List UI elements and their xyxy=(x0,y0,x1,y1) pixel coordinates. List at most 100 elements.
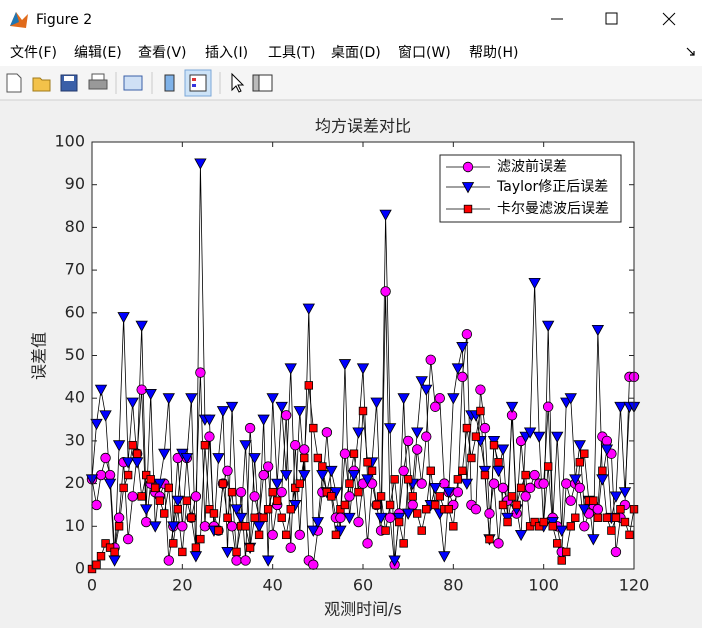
data-point xyxy=(598,466,607,475)
data-point xyxy=(403,475,413,484)
data-point xyxy=(225,401,239,414)
axes: 0 10 20 30 40 50 60 70 80 90 100 0 20 40 60 80 100 120 xyxy=(54,132,649,595)
data-point xyxy=(180,453,194,465)
menu-item[interactable]: 桌面(D) xyxy=(331,45,381,61)
data-point xyxy=(221,547,234,559)
data-point xyxy=(227,487,237,497)
data-point xyxy=(101,539,110,548)
data-point xyxy=(593,513,603,522)
data-point xyxy=(263,505,273,514)
data-point xyxy=(126,397,139,409)
print-icon[interactable] xyxy=(88,73,108,90)
data-point xyxy=(104,469,116,481)
menu-item[interactable]: 窗口(W) xyxy=(398,44,451,61)
x-tick-label: 0 xyxy=(87,576,97,595)
data-point xyxy=(569,474,582,486)
legend-marker xyxy=(462,161,474,173)
y-tick-label: 30 xyxy=(65,430,85,449)
data-point xyxy=(137,492,146,501)
data-point xyxy=(462,423,472,433)
maximize-button[interactable] xyxy=(605,12,618,25)
close-button[interactable] xyxy=(662,12,676,26)
data-point xyxy=(496,444,510,456)
data-point xyxy=(385,500,395,510)
data-point xyxy=(543,462,553,471)
data-point xyxy=(239,440,252,452)
data-point xyxy=(548,522,557,531)
data-point xyxy=(578,504,591,516)
data-point xyxy=(340,500,350,510)
data-point xyxy=(254,530,264,540)
data-point xyxy=(295,479,304,488)
data-point xyxy=(286,505,295,514)
new-icon[interactable] xyxy=(6,73,22,93)
data-point xyxy=(401,508,415,520)
data-point xyxy=(411,427,424,439)
pointer-icon[interactable] xyxy=(231,72,245,93)
data-point xyxy=(277,513,286,522)
y-axis-label: 误差值 xyxy=(30,332,49,380)
data-point xyxy=(438,551,451,563)
link-icon[interactable] xyxy=(123,75,143,91)
open-icon[interactable] xyxy=(32,77,51,92)
data-point xyxy=(383,423,397,435)
data-point xyxy=(380,286,391,297)
data-point xyxy=(204,431,215,442)
x-axis-label: 观测时间/s xyxy=(324,600,402,619)
menu-item[interactable]: 插入(I) xyxy=(205,45,248,61)
data-point xyxy=(553,539,562,548)
data-point xyxy=(249,491,260,502)
data-point xyxy=(162,393,175,405)
data-point xyxy=(376,492,386,501)
x-tick-label: 20 xyxy=(172,576,192,595)
data-point xyxy=(272,496,282,505)
data-point xyxy=(480,470,490,480)
data-point xyxy=(190,491,202,502)
data-point xyxy=(268,487,277,497)
data-point xyxy=(160,509,169,518)
menu-item[interactable]: 查看(V) xyxy=(138,45,187,61)
data-point xyxy=(415,376,428,388)
data-point xyxy=(524,482,536,494)
data-point xyxy=(470,504,482,515)
data-point xyxy=(494,458,503,467)
menu-item[interactable]: 帮助(H) xyxy=(469,45,518,61)
save-icon[interactable] xyxy=(60,74,78,92)
y-tick-label: 50 xyxy=(65,345,85,364)
data-point xyxy=(127,491,138,502)
menu-item[interactable]: 工具(T) xyxy=(268,45,315,61)
data-point xyxy=(280,470,293,482)
data-point xyxy=(103,478,117,490)
data-point xyxy=(574,482,586,494)
data-point xyxy=(105,543,115,552)
data-point xyxy=(417,526,426,535)
data-point xyxy=(458,466,467,475)
x-tick-label: 120 xyxy=(619,576,650,595)
y-tick-label: 20 xyxy=(65,473,85,492)
data-point xyxy=(505,401,519,414)
data-point xyxy=(185,393,198,405)
data-point xyxy=(479,422,491,434)
legend-icon[interactable] xyxy=(184,69,212,97)
data-point xyxy=(592,504,604,515)
data-point xyxy=(516,483,526,493)
data-point xyxy=(284,363,297,375)
colorbar-icon[interactable] xyxy=(164,74,175,92)
data-point xyxy=(285,542,296,553)
data-point xyxy=(354,487,363,497)
menu-dock-arrow[interactable] xyxy=(686,47,695,56)
data-point xyxy=(575,458,584,467)
data-point xyxy=(149,521,162,533)
data-point xyxy=(356,363,370,375)
data-point xyxy=(452,486,464,498)
menu-item[interactable]: 文件(F) xyxy=(10,45,57,61)
data-point xyxy=(611,513,621,522)
property-icon[interactable] xyxy=(252,74,273,92)
menu-item[interactable]: 编辑(E) xyxy=(74,45,122,61)
data-point xyxy=(200,440,210,450)
data-point xyxy=(266,393,279,405)
data-point xyxy=(327,492,336,501)
x-tick-label: 60 xyxy=(353,576,373,595)
data-point xyxy=(573,440,586,452)
data-point xyxy=(117,312,130,324)
